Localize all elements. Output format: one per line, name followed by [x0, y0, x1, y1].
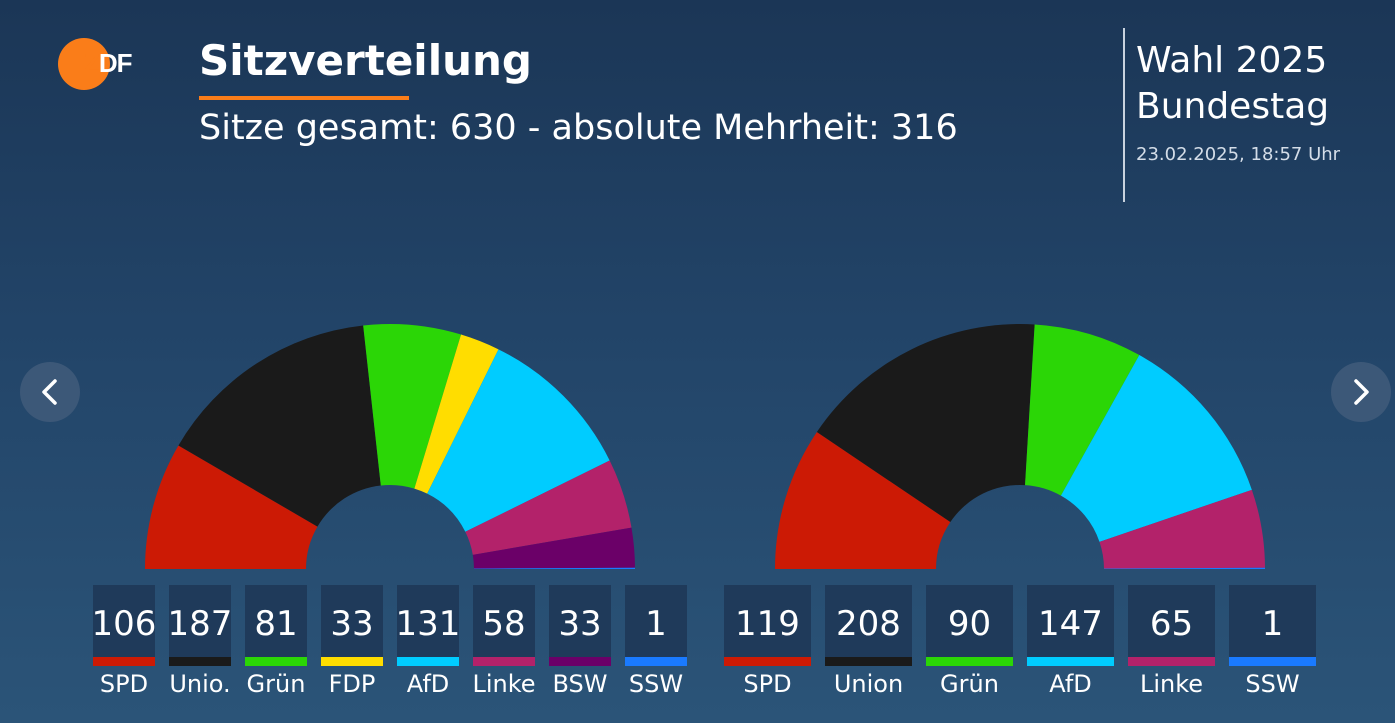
title-underline — [199, 96, 409, 100]
seat-box — [321, 585, 383, 657]
seat-box — [397, 585, 459, 657]
seat-box — [93, 585, 155, 657]
chevron-left-icon — [42, 379, 57, 405]
seat-value: 33 — [330, 604, 373, 644]
party-label: SPD — [100, 670, 148, 698]
seat-color-bar — [397, 657, 459, 666]
seat-slice-bsw — [472, 527, 635, 569]
party-label: AfD — [407, 670, 450, 698]
seat-box — [473, 585, 535, 657]
party-label: Union — [834, 670, 903, 698]
seat-color-bar — [1128, 657, 1215, 666]
seat-slice-spd — [775, 431, 951, 569]
party-label: Linke — [472, 670, 535, 698]
seat-box — [926, 585, 1013, 657]
seat-color-bar — [724, 657, 811, 666]
seat-box — [625, 585, 687, 657]
party-label: SPD — [743, 670, 791, 698]
prev-button[interactable] — [20, 362, 80, 422]
seat-color-bar — [825, 657, 912, 666]
seat-slice-fdp — [414, 334, 499, 494]
seat-value: 1 — [645, 604, 667, 644]
seat-color-bar — [473, 657, 535, 666]
seat-value: 147 — [1038, 604, 1103, 644]
seat-value: 65 — [1150, 604, 1193, 644]
chevron-right-icon — [1354, 379, 1369, 405]
party-label: AfD — [1049, 670, 1092, 698]
seat-color-bar — [245, 657, 307, 666]
party-label: FDP — [329, 670, 376, 698]
seat-slice-grün — [1025, 324, 1140, 496]
zdf-logo-text: ZDF — [84, 48, 133, 78]
seat-slice-linke — [465, 460, 632, 555]
seat-value: 106 — [92, 604, 157, 644]
seat-value: 58 — [482, 604, 525, 644]
seat-color-bar — [926, 657, 1013, 666]
seat-color-bar — [549, 657, 611, 666]
seat-slice-spd — [145, 445, 318, 569]
party-label: Grün — [940, 670, 999, 698]
party-label: Grün — [247, 670, 306, 698]
seat-slice-grün — [363, 324, 462, 489]
seat-box — [724, 585, 811, 657]
election-name: Wahl 2025 — [1136, 40, 1328, 81]
party-label: Unio. — [169, 670, 230, 698]
next-button[interactable] — [1331, 362, 1391, 422]
seat-box — [1229, 585, 1316, 657]
seat-slice-ssw — [473, 567, 635, 569]
seat-slice-ssw — [1103, 567, 1265, 569]
seat-value: 1 — [1262, 604, 1284, 644]
party-label: SSW — [1245, 670, 1299, 698]
zdf-logo-circle — [58, 38, 110, 90]
seat-color-bar — [169, 657, 231, 666]
seat-color-bar — [321, 657, 383, 666]
seat-box — [549, 585, 611, 657]
seat-color-bar — [1027, 657, 1114, 666]
seat-box — [1027, 585, 1114, 657]
seat-slice-afd — [427, 349, 610, 532]
party-label: SSW — [629, 670, 683, 698]
party-label: BSW — [552, 670, 607, 698]
seat-box — [1128, 585, 1215, 657]
election-body: Bundestag — [1136, 86, 1330, 127]
seat-color-bar — [1229, 657, 1316, 666]
seat-value: 131 — [396, 604, 461, 644]
seat-box — [169, 585, 231, 657]
page-title: Sitzverteilung — [199, 36, 532, 85]
seat-color-bar — [93, 657, 155, 666]
election-info: Wahl 2025 Bundestag — [1136, 38, 1329, 130]
seat-slice-afd — [1060, 355, 1252, 542]
seat-value: 33 — [558, 604, 601, 644]
seat-color-bar — [625, 657, 687, 666]
zdf-logo: ZDF — [58, 38, 150, 90]
timestamp: 23.02.2025, 18:57 Uhr — [1136, 144, 1341, 165]
seat-value: 119 — [735, 604, 800, 644]
seat-box — [825, 585, 912, 657]
seat-value: 90 — [948, 604, 991, 644]
seat-slice-linke — [1099, 489, 1265, 569]
seat-slice-union — [816, 323, 1035, 523]
seat-slice-union — [178, 325, 381, 527]
seat-box — [245, 585, 307, 657]
seat-value: 208 — [836, 604, 901, 644]
seat-value: 187 — [168, 604, 233, 644]
party-label: Linke — [1140, 670, 1203, 698]
seat-value: 81 — [254, 604, 297, 644]
page-subtitle: Sitze gesamt: 630 - absolute Mehrheit: 3… — [199, 108, 958, 148]
header-divider — [1123, 28, 1125, 202]
